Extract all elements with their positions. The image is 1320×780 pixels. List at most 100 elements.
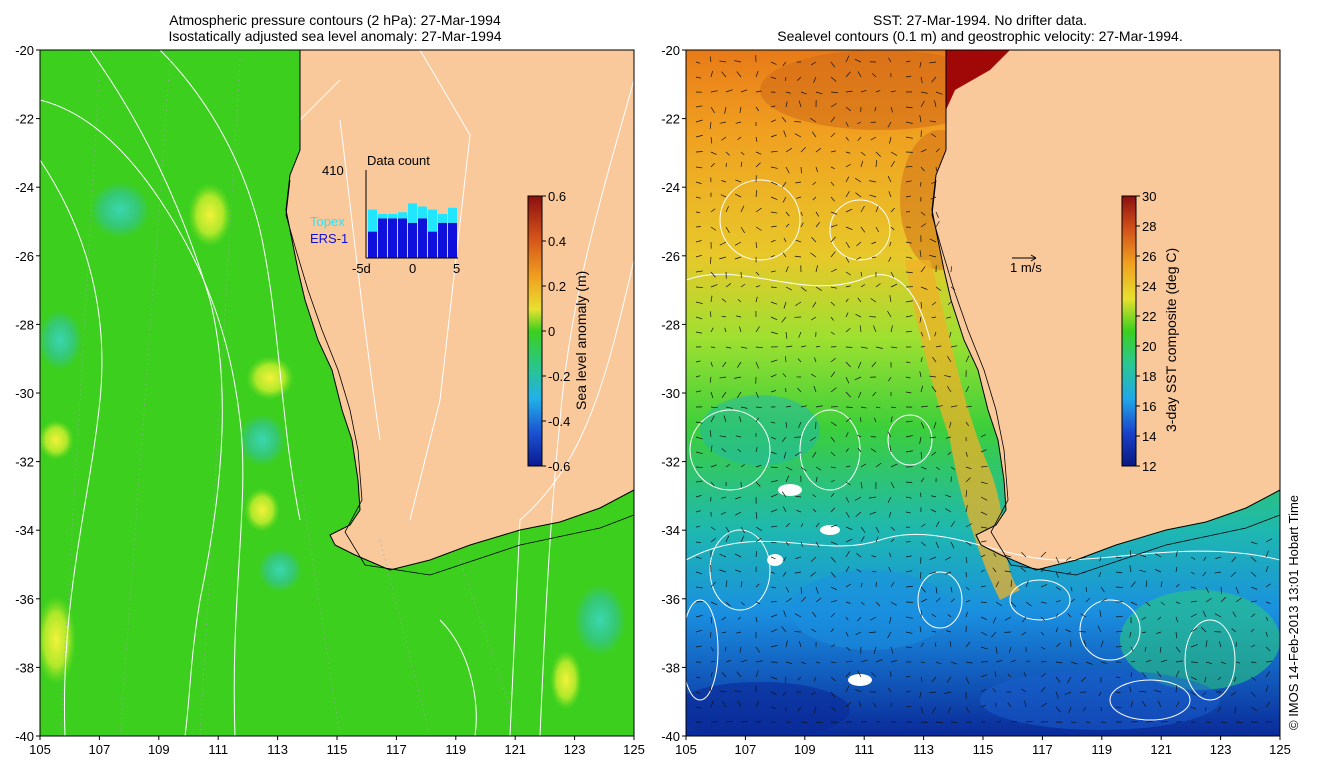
right-colorbar-tick: 16	[1142, 399, 1156, 414]
inset-bar-topex	[438, 214, 447, 223]
inset-xlabel-neg: -5d	[352, 261, 371, 276]
right-colorbar-tick: 12	[1142, 459, 1156, 474]
left-map[interactable]	[36, 46, 634, 736]
left-colorbar-tick: 0	[548, 324, 555, 339]
inset-bar-ers1	[408, 222, 417, 258]
velocity-scale: 1 m/s	[1010, 254, 1042, 275]
right-colorbar-label: 3-day SST composite (deg C)	[1163, 248, 1179, 432]
right-ytick-label: -20	[661, 43, 680, 58]
inset-bar-topex	[428, 209, 437, 232]
satellite-tracks	[59, 59, 521, 736]
right-title-line2: Sealevel contours (0.1 m) and geostrophi…	[777, 28, 1183, 44]
right-xtick-label: 119	[1091, 742, 1112, 757]
left-title-line2: Isostatically adjusted sea level anomaly…	[168, 28, 502, 44]
inset-bar-topex	[448, 207, 457, 223]
right-ytick-label: -28	[661, 317, 680, 332]
inset-bar-topex	[408, 203, 417, 223]
right-colorbar: 30 28 26 24 22 20 18 16 14 12 3-day SST composite…	[1121, 189, 1179, 474]
left-xtick-label: 117	[386, 742, 407, 757]
right-colorbar-tick: 14	[1142, 429, 1156, 444]
right-ytick-label: -36	[661, 592, 680, 607]
left-ytick-label: -30	[15, 386, 34, 401]
inset-bar-topex	[368, 209, 377, 232]
left-colorbar-tick: 0.4	[548, 234, 566, 249]
velocity-scale-label: 1 m/s	[1010, 260, 1042, 275]
right-isobath	[931, 179, 1280, 576]
right-ytick-label: -22	[661, 112, 680, 127]
inset-bars	[368, 203, 457, 258]
sla-anomaly-blobs	[40, 50, 626, 710]
left-ytick-label: -22	[15, 112, 34, 127]
legend-topex: Topex	[310, 214, 345, 229]
inset-bar-ers1	[428, 231, 437, 258]
right-colorbar-tick: 26	[1142, 249, 1156, 264]
left-colorbar-tick: -0.6	[548, 459, 570, 474]
right-ytick-label: -40	[661, 729, 680, 744]
right-xtick-label: 121	[1150, 742, 1172, 757]
inset-bar-ers1	[378, 218, 387, 258]
sst-features	[686, 50, 1280, 736]
inset-bar-topex	[418, 206, 427, 219]
right-xtick-label: 109	[794, 742, 816, 757]
right-colorbar-tick: 28	[1142, 219, 1156, 234]
inset-bar-ers1	[368, 231, 377, 258]
inset-bar-topex	[398, 212, 407, 219]
right-ytick-label: -32	[661, 455, 680, 470]
geostrophic-velocity-arrows	[695, 55, 1273, 723]
left-xtick-label: 105	[29, 742, 51, 757]
right-xtick-label: 111	[854, 742, 874, 757]
inset-bar-ers1	[438, 222, 447, 258]
left-colorbar-tick: 0.2	[548, 279, 566, 294]
left-xtick-label: 111	[208, 742, 228, 757]
left-colorbar-tick: 0.6	[548, 189, 566, 204]
left-ytick-label: -38	[15, 660, 34, 675]
data-count-inset: Data count 410 Topex ERS-1 -5d 0 5	[310, 153, 460, 276]
inset-xlabel-zero: 0	[409, 261, 416, 276]
inset-bar-ers1	[388, 218, 397, 258]
right-xtick-label: 125	[1269, 742, 1291, 757]
left-ytick-label: -26	[15, 249, 34, 264]
left-axes: 105 107 109 111 113 115 117 119 121 123 125 -20 -22 -…	[15, 43, 645, 757]
left-ytick-label: -40	[15, 729, 34, 744]
left-xtick-label: 109	[148, 742, 170, 757]
right-map[interactable]	[670, 50, 1280, 738]
left-ytick-label: -28	[15, 317, 34, 332]
right-colorbar-tick: 24	[1142, 279, 1156, 294]
inset-max-label: 410	[322, 163, 344, 178]
left-xtick-label: 119	[445, 742, 466, 757]
credit-text: © IMOS 14-Feb-2013 13:01 Hobart Time	[1286, 494, 1301, 730]
right-title-line1: SST: 27-Mar-1994. No drifter data.	[873, 12, 1087, 28]
left-colorbar-label: Sea level anomaly (m)	[573, 271, 589, 410]
inset-bar-ers1	[448, 222, 457, 258]
left-xtick-label: 113	[267, 742, 288, 757]
left-ytick-label: -34	[15, 523, 34, 538]
left-xtick-label: 121	[504, 742, 526, 757]
right-ytick-label: -34	[661, 523, 680, 538]
right-ytick-label: -38	[661, 660, 680, 675]
left-isobath	[285, 179, 634, 576]
right-colorbar-tick: 20	[1142, 339, 1156, 354]
left-xtick-label: 123	[564, 742, 586, 757]
left-colorbar: 0.6 0.4 0.2 0 -0.2 -0.4 -0.6 Sea level anomaly…	[527, 189, 589, 474]
left-ytick-label: -20	[15, 43, 34, 58]
pressure-contours	[40, 50, 634, 736]
right-xtick-label: 105	[675, 742, 697, 757]
right-xtick-label: 115	[973, 742, 994, 757]
inset-bar-ers1	[398, 218, 407, 258]
right-xtick-label: 123	[1210, 742, 1232, 757]
right-colorbar-tick: 22	[1142, 309, 1156, 324]
inset-xlabel-pos: 5	[453, 261, 460, 276]
left-ytick-label: -36	[15, 592, 34, 607]
right-xtick-label: 117	[1032, 742, 1053, 757]
left-colorbar-tick: -0.4	[548, 414, 570, 429]
right-ytick-label: -26	[661, 249, 680, 264]
right-axes: 105 107 109 111 113 115 117 119 121 123 125 -20 -22 -…	[661, 43, 1291, 757]
inset-bar-topex	[388, 214, 397, 219]
left-xtick-label: 125	[623, 742, 645, 757]
left-title-line1: Atmospheric pressure contours (2 hPa): 2…	[169, 12, 501, 28]
left-ytick-label: -24	[15, 180, 34, 195]
left-ytick-label: -32	[15, 455, 34, 470]
legend-ers1: ERS-1	[310, 231, 348, 246]
right-xtick-label: 107	[735, 742, 757, 757]
